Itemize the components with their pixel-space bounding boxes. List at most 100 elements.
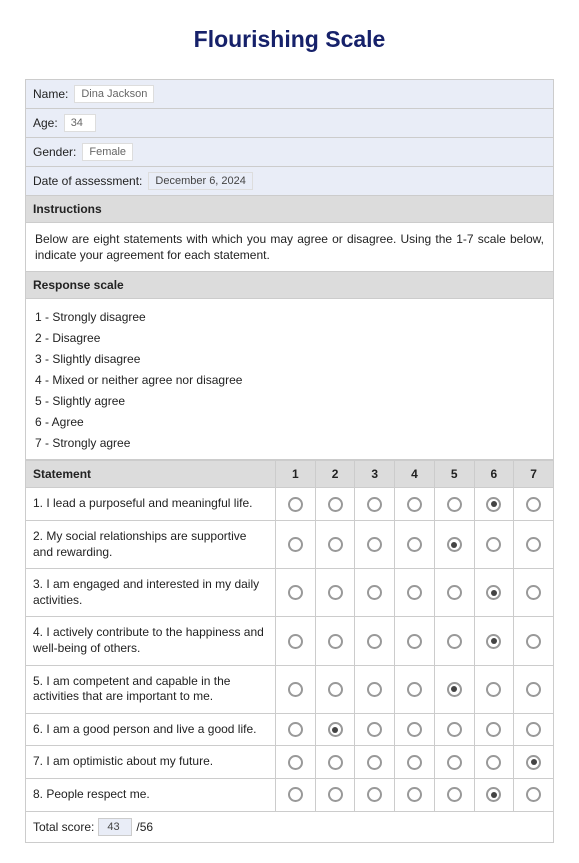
radio-cell <box>514 617 554 665</box>
radio-option[interactable] <box>526 585 541 600</box>
radio-cell <box>474 520 514 568</box>
radio-option[interactable] <box>447 787 462 802</box>
radio-option[interactable] <box>367 634 382 649</box>
scale-item: 3 - Slightly disagree <box>35 352 544 366</box>
radio-cell <box>276 746 316 779</box>
radio-cell <box>434 569 474 617</box>
info-row-age: Age: 34 <box>25 108 554 137</box>
radio-cell <box>276 778 316 811</box>
date-value[interactable]: December 6, 2024 <box>148 172 253 190</box>
radio-cell <box>395 778 435 811</box>
radio-option[interactable] <box>526 755 541 770</box>
radio-option[interactable] <box>328 722 343 737</box>
total-value[interactable]: 43 <box>98 818 132 836</box>
radio-option[interactable] <box>288 634 303 649</box>
radio-option[interactable] <box>288 787 303 802</box>
radio-cell <box>315 569 355 617</box>
age-value[interactable]: 34 <box>64 114 96 132</box>
instructions-body: Below are eight statements with which yo… <box>25 223 554 272</box>
radio-cell <box>514 665 554 713</box>
radio-option[interactable] <box>288 497 303 512</box>
radio-cell <box>315 488 355 521</box>
radio-option[interactable] <box>367 497 382 512</box>
radio-option[interactable] <box>447 722 462 737</box>
radio-option[interactable] <box>407 585 422 600</box>
radio-option[interactable] <box>367 722 382 737</box>
radio-option[interactable] <box>447 537 462 552</box>
radio-option[interactable] <box>407 682 422 697</box>
radio-option[interactable] <box>486 682 501 697</box>
radio-cell <box>514 488 554 521</box>
radio-cell <box>395 520 435 568</box>
radio-option[interactable] <box>288 722 303 737</box>
radio-cell <box>315 520 355 568</box>
radio-option[interactable] <box>328 682 343 697</box>
radio-cell <box>474 488 514 521</box>
radio-option[interactable] <box>288 537 303 552</box>
instructions-head: Instructions <box>25 196 554 223</box>
radio-option[interactable] <box>486 585 501 600</box>
radio-cell <box>434 665 474 713</box>
radio-option[interactable] <box>288 755 303 770</box>
radio-option[interactable] <box>328 497 343 512</box>
radio-cell <box>276 617 316 665</box>
radio-option[interactable] <box>447 585 462 600</box>
radio-cell <box>514 520 554 568</box>
scale-head: Response scale <box>25 272 554 299</box>
radio-option[interactable] <box>367 755 382 770</box>
statements-table: Statement 1234567 1. I lead a purposeful… <box>25 460 554 811</box>
radio-option[interactable] <box>328 634 343 649</box>
radio-option[interactable] <box>526 722 541 737</box>
total-row: Total score: 43 /56 <box>25 812 554 843</box>
radio-option[interactable] <box>486 787 501 802</box>
radio-option[interactable] <box>447 755 462 770</box>
radio-option[interactable] <box>526 537 541 552</box>
statement-cell: 7. I am optimistic about my future. <box>26 746 276 779</box>
radio-cell <box>315 617 355 665</box>
radio-option[interactable] <box>486 634 501 649</box>
table-row: 4. I actively contribute to the happines… <box>26 617 554 665</box>
radio-option[interactable] <box>407 722 422 737</box>
radio-option[interactable] <box>486 537 501 552</box>
radio-option[interactable] <box>526 787 541 802</box>
radio-option[interactable] <box>407 787 422 802</box>
radio-option[interactable] <box>288 682 303 697</box>
radio-option[interactable] <box>526 497 541 512</box>
radio-option[interactable] <box>328 585 343 600</box>
radio-cell <box>434 778 474 811</box>
radio-option[interactable] <box>486 497 501 512</box>
radio-option[interactable] <box>486 722 501 737</box>
total-max: /56 <box>136 820 153 834</box>
head-col: 2 <box>315 461 355 488</box>
radio-cell <box>395 665 435 713</box>
radio-option[interactable] <box>367 787 382 802</box>
page-title: Flourishing Scale <box>25 26 554 53</box>
radio-option[interactable] <box>367 682 382 697</box>
radio-option[interactable] <box>526 682 541 697</box>
radio-option[interactable] <box>526 634 541 649</box>
radio-option[interactable] <box>328 755 343 770</box>
radio-option[interactable] <box>407 497 422 512</box>
radio-option[interactable] <box>407 634 422 649</box>
radio-option[interactable] <box>486 755 501 770</box>
radio-option[interactable] <box>367 585 382 600</box>
radio-option[interactable] <box>328 787 343 802</box>
radio-option[interactable] <box>328 537 343 552</box>
radio-option[interactable] <box>447 682 462 697</box>
radio-cell <box>276 665 316 713</box>
radio-option[interactable] <box>407 755 422 770</box>
radio-option[interactable] <box>367 537 382 552</box>
radio-option[interactable] <box>447 497 462 512</box>
gender-value[interactable]: Female <box>82 143 133 161</box>
table-row: 8. People respect me. <box>26 778 554 811</box>
radio-cell <box>276 520 316 568</box>
scale-item: 4 - Mixed or neither agree nor disagree <box>35 373 544 387</box>
name-value[interactable]: Dina Jackson <box>74 85 154 103</box>
radio-option[interactable] <box>447 634 462 649</box>
radio-option[interactable] <box>288 585 303 600</box>
radio-cell <box>434 488 474 521</box>
radio-option[interactable] <box>407 537 422 552</box>
age-label: Age: <box>33 116 58 130</box>
statement-cell: 1. I lead a purposeful and meaningful li… <box>26 488 276 521</box>
statement-cell: 3. I am engaged and interested in my dai… <box>26 569 276 617</box>
